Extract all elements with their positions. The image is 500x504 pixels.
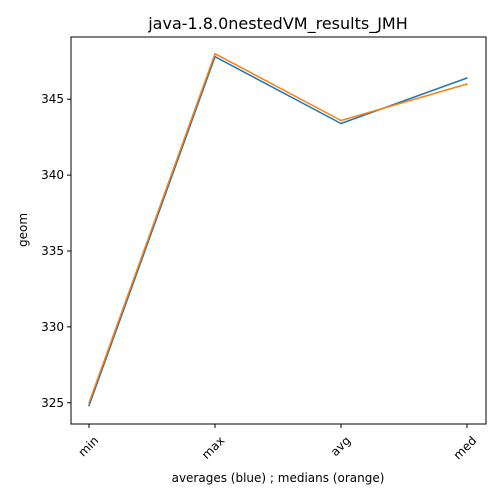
x-tick-label: max xyxy=(199,433,227,461)
y-axis: 325 330 335 340 345 xyxy=(41,92,71,410)
series-2-point xyxy=(214,52,216,55)
x-tick-label: avg xyxy=(328,433,354,459)
series-2-point xyxy=(340,119,342,122)
series-2-point xyxy=(88,402,90,404)
y-tick-label: 340 xyxy=(41,168,64,182)
plot-area-frame xyxy=(70,36,487,425)
series-line-1 xyxy=(88,55,468,407)
series-1-point xyxy=(88,405,90,407)
x-tick-label: min xyxy=(75,433,101,459)
x-axis: min max avg med xyxy=(75,424,479,462)
x-tick-label: med xyxy=(451,433,480,462)
y-axis-label: geom xyxy=(16,213,30,247)
y-tick-label: 330 xyxy=(41,320,64,334)
series-2-point xyxy=(466,83,468,85)
x-axis-label: averages (blue) ; medians (orange) xyxy=(172,471,385,485)
series-line-2 xyxy=(88,52,468,404)
series-1-point xyxy=(466,77,468,79)
y-tick-label: 325 xyxy=(41,396,64,410)
y-tick-label: 345 xyxy=(41,92,64,106)
series-layer xyxy=(88,52,468,407)
y-tick-label: 335 xyxy=(41,244,64,258)
series-1-point xyxy=(340,122,342,125)
chart-title: java-1.8.0nestedVM_results_JMH xyxy=(147,14,408,34)
